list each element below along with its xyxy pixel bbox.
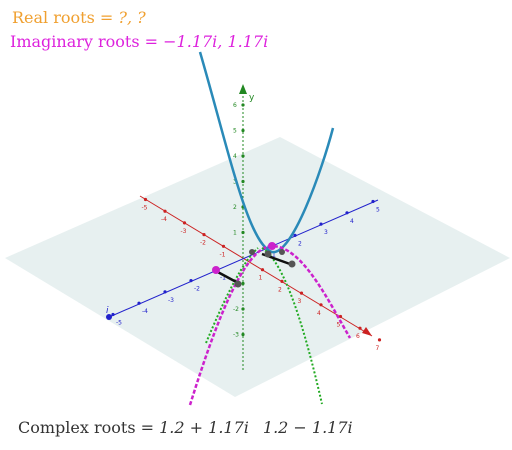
i-tick-label: -1 — [220, 274, 226, 281]
x-axis — [139, 195, 373, 337]
y-tick-mark — [241, 332, 245, 337]
i-tick-mark — [345, 211, 349, 215]
i-axis — [106, 199, 379, 319]
x-tick-mark — [202, 233, 206, 237]
imaginary-roots-prefix: Imaginary roots = — [10, 32, 164, 51]
x-tick-mark — [280, 279, 284, 283]
vertex-point[interactable] — [264, 250, 272, 258]
i-tick-mark — [371, 199, 375, 204]
imaginary-roots-value: −1.17i, 1.17i — [163, 32, 269, 51]
y-tick-mark — [241, 154, 245, 158]
i-tick-label: -3 — [168, 297, 174, 304]
y-tick-label: 6 — [233, 102, 237, 109]
y-tick-mark — [241, 230, 245, 235]
x-tick-mark — [260, 268, 265, 272]
real-roots-label: Real roots = ?, ? — [12, 8, 146, 27]
x-tick-label: -2 — [200, 240, 206, 247]
y-tick-mark — [241, 103, 245, 107]
x-tick-mark — [377, 338, 382, 342]
i-axis-ticks: 1 2 3 4 5 -1 -2 -3 -4 -5 — [111, 199, 380, 327]
y-tick-label: 2 — [233, 204, 237, 211]
y-tick-mark — [241, 179, 245, 184]
real-roots-prefix: Real roots = — [12, 8, 119, 27]
x-tick-label: -1 — [220, 251, 226, 258]
i-axis-label: i — [106, 306, 109, 316]
imaginary-root-point-left[interactable] — [212, 266, 220, 274]
intersection-point-1[interactable] — [249, 249, 255, 255]
i-tick-label: 4 — [350, 218, 354, 225]
y-tick-label: -3 — [233, 332, 239, 339]
complex-root-point-1[interactable] — [234, 280, 242, 288]
x-tick-mark — [163, 209, 167, 213]
x-tick-label: 6 — [356, 333, 360, 340]
imaginary-roots-label: Imaginary roots = −1.17i, 1.17i — [10, 32, 268, 51]
x-tick-mark — [299, 291, 304, 295]
complex-root-point-2[interactable] — [288, 260, 296, 268]
complex-roots-label: Complex roots = 1.2 + 1.17i 1.2 − 1.17i — [18, 418, 353, 437]
y-tick-label: 3 — [233, 179, 237, 186]
i-tick-label: 1 — [272, 252, 276, 259]
i-tick-mark — [163, 290, 167, 294]
i-tick-label: 2 — [298, 240, 302, 247]
intersection-point-2[interactable] — [279, 249, 285, 255]
x-axis-ticks: 1 2 3 4 5 6 7 -1 -2 -3 -4 -5 — [142, 197, 382, 352]
x-tick-label: 5 — [337, 322, 341, 329]
i-tick-label: 3 — [324, 229, 328, 236]
y-tick-mark — [241, 128, 245, 133]
complex-root-2: 1.2 − 1.17i — [262, 418, 353, 437]
i-tick-label: 5 — [376, 207, 380, 214]
x-tick-label: 3 — [298, 298, 302, 305]
axes-group: y i — [106, 84, 379, 370]
x-tick-mark — [221, 244, 226, 248]
x-tick-mark — [358, 326, 362, 330]
x-axis-arrow — [362, 327, 372, 336]
i-tick-mark — [111, 312, 115, 317]
y-tick-label: 1 — [233, 230, 237, 237]
i-tick-label: -2 — [194, 286, 200, 293]
i-tick-mark — [189, 279, 193, 283]
i-tick-label: -4 — [142, 308, 148, 315]
y-tick-label: -2 — [233, 306, 239, 313]
x-tick-label: 1 — [259, 275, 263, 282]
x-tick-label: -5 — [142, 205, 148, 212]
real-roots-value: ?, ? — [118, 8, 146, 27]
i-tick-mark — [137, 301, 141, 305]
x-tick-label: 4 — [317, 310, 321, 317]
x-tick-label: -3 — [181, 228, 187, 235]
i-axis-arrow — [106, 314, 112, 320]
imaginary-root-point-top[interactable] — [268, 242, 276, 250]
x-tick-mark — [143, 197, 148, 202]
i-tick-label: -5 — [116, 320, 122, 327]
x-tick-label: -4 — [161, 216, 167, 223]
real-parabola-curve — [198, 51, 335, 254]
x-tick-label: 7 — [376, 345, 380, 352]
y-tick-mark — [241, 281, 245, 286]
i-tick-mark — [293, 233, 297, 237]
x-tick-mark — [319, 303, 323, 307]
y-tick-label: 4 — [233, 153, 237, 160]
x-tick-mark — [182, 221, 187, 225]
complex-root-1: 1.2 + 1.17i — [159, 418, 249, 437]
green-dotted-curve-right — [261, 247, 323, 405]
y-tick-label: 5 — [233, 128, 237, 135]
x-tick-label: 2 — [278, 286, 282, 293]
i-tick-mark — [319, 222, 323, 226]
y-tick-mark — [241, 307, 245, 311]
y-axis-label: y — [249, 93, 255, 103]
complex-roots-prefix: Complex roots = — [18, 418, 160, 437]
y-axis-arrow — [239, 84, 247, 94]
